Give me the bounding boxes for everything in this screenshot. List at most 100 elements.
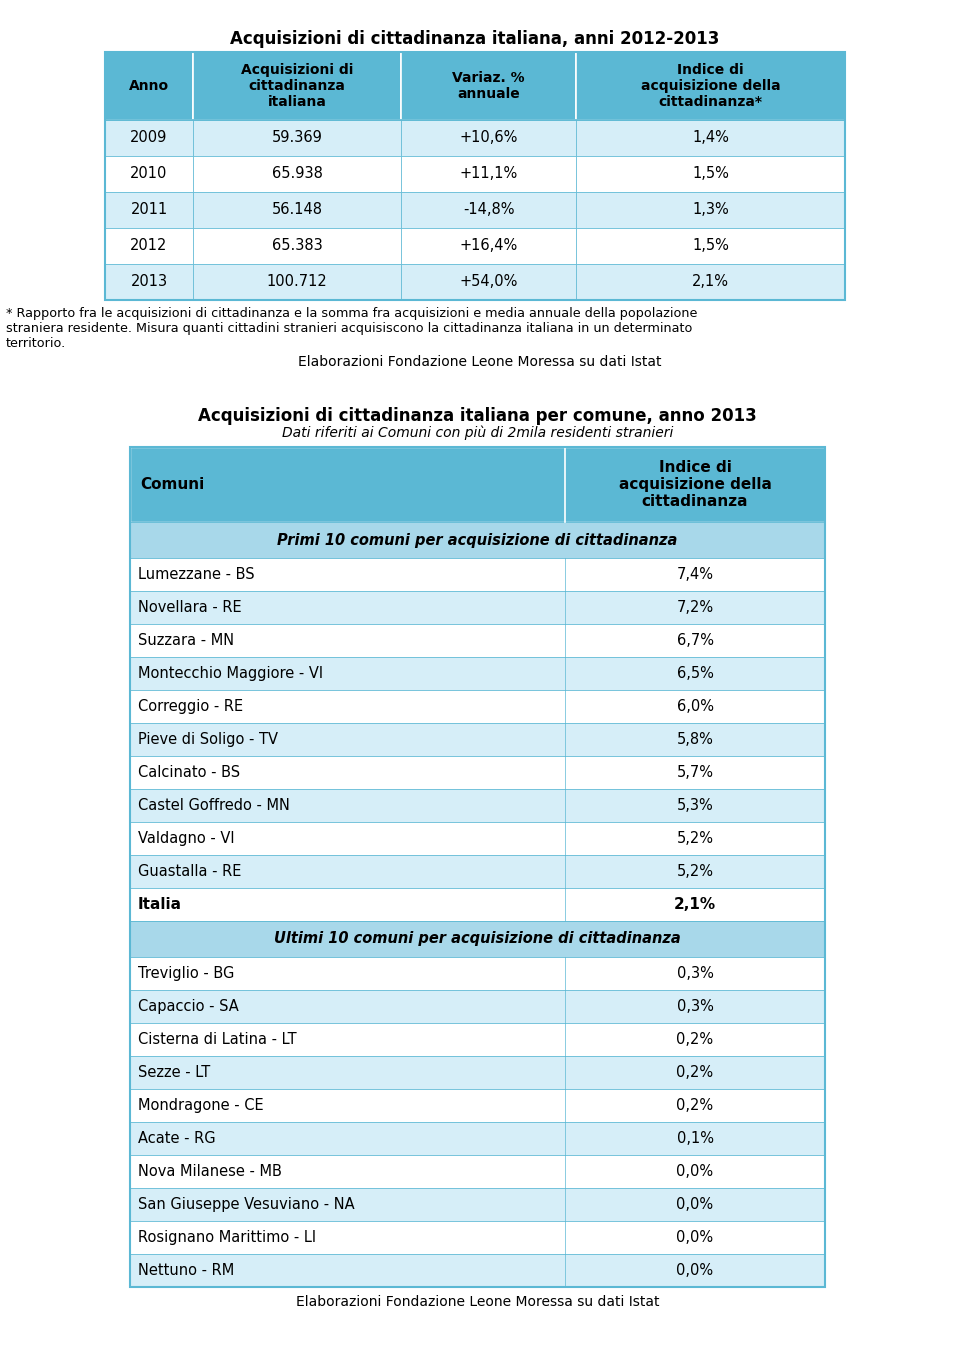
Text: 0,0%: 0,0% xyxy=(677,1230,713,1245)
Bar xyxy=(130,1023,825,1056)
Bar xyxy=(105,53,193,120)
Text: 5,3%: 5,3% xyxy=(677,799,713,813)
Text: Acate - RG: Acate - RG xyxy=(138,1130,216,1147)
Text: Anno: Anno xyxy=(129,80,169,93)
Bar xyxy=(576,53,845,120)
Text: +11,1%: +11,1% xyxy=(460,166,517,182)
Text: Dati riferiti ai Comuni con più di 2mila residenti stranieri: Dati riferiti ai Comuni con più di 2mila… xyxy=(282,426,673,441)
Text: Suzzara - MN: Suzzara - MN xyxy=(138,633,234,648)
Bar xyxy=(130,855,825,888)
Text: 6,7%: 6,7% xyxy=(677,633,713,648)
Text: 2,1%: 2,1% xyxy=(674,897,716,912)
Text: Correggio - RE: Correggio - RE xyxy=(138,699,243,714)
Text: 5,7%: 5,7% xyxy=(677,765,713,780)
Text: Lumezzane - BS: Lumezzane - BS xyxy=(138,567,254,581)
Text: 0,0%: 0,0% xyxy=(677,1197,713,1211)
Bar xyxy=(401,120,576,156)
Bar xyxy=(105,120,193,156)
Text: Acquisizioni di cittadinanza italiana, anni 2012-2013: Acquisizioni di cittadinanza italiana, a… xyxy=(230,30,720,49)
Text: 1,5%: 1,5% xyxy=(692,166,729,182)
Text: Comuni: Comuni xyxy=(140,478,204,492)
Bar xyxy=(576,264,845,299)
Text: 0,1%: 0,1% xyxy=(677,1130,713,1147)
Bar xyxy=(130,1122,825,1155)
Text: Variaz. %
annuale: Variaz. % annuale xyxy=(452,71,525,101)
Text: 1,3%: 1,3% xyxy=(692,202,729,217)
Bar xyxy=(130,1155,825,1188)
Bar xyxy=(105,228,193,264)
Text: 0,3%: 0,3% xyxy=(677,1000,713,1014)
Bar xyxy=(130,522,825,558)
Text: Nova Milanese - MB: Nova Milanese - MB xyxy=(138,1164,282,1179)
Text: Sezze - LT: Sezze - LT xyxy=(138,1064,210,1081)
Bar xyxy=(130,755,825,789)
Text: Treviglio - BG: Treviglio - BG xyxy=(138,966,234,981)
Text: Acquisizioni di cittadinanza italiana per comune, anno 2013: Acquisizioni di cittadinanza italiana pe… xyxy=(198,407,756,425)
Bar xyxy=(105,156,193,192)
Bar xyxy=(576,228,845,264)
Text: +10,6%: +10,6% xyxy=(459,131,517,146)
Bar xyxy=(193,53,401,120)
Text: +16,4%: +16,4% xyxy=(460,239,517,254)
Text: Nettuno - RM: Nettuno - RM xyxy=(138,1263,234,1278)
Bar xyxy=(130,1221,825,1255)
Text: 2013: 2013 xyxy=(131,274,168,290)
Bar xyxy=(130,558,825,591)
Bar xyxy=(576,120,845,156)
Text: Montecchio Maggiore - VI: Montecchio Maggiore - VI xyxy=(138,666,324,681)
Text: 65.383: 65.383 xyxy=(272,239,323,254)
Text: 5,2%: 5,2% xyxy=(677,863,713,880)
Text: 0,3%: 0,3% xyxy=(677,966,713,981)
Text: Cisterna di Latina - LT: Cisterna di Latina - LT xyxy=(138,1032,297,1047)
Text: Calcinato - BS: Calcinato - BS xyxy=(138,765,240,780)
Bar xyxy=(576,192,845,228)
Bar xyxy=(401,228,576,264)
Text: Indice di
acquisizione della
cittadinanza*: Indice di acquisizione della cittadinanz… xyxy=(640,63,780,109)
Text: Mondragone - CE: Mondragone - CE xyxy=(138,1098,264,1113)
Text: 0,0%: 0,0% xyxy=(677,1164,713,1179)
Text: 6,5%: 6,5% xyxy=(677,666,713,681)
Bar xyxy=(576,156,845,192)
Bar xyxy=(130,657,825,689)
Text: Elaborazioni Fondazione Leone Moressa su dati Istat: Elaborazioni Fondazione Leone Moressa su… xyxy=(296,1295,660,1309)
Text: Acquisizioni di
cittadinanza
italiana: Acquisizioni di cittadinanza italiana xyxy=(241,63,353,109)
Text: Novellara - RE: Novellara - RE xyxy=(138,600,242,615)
Bar xyxy=(130,447,825,1287)
Bar xyxy=(193,228,401,264)
Text: 2010: 2010 xyxy=(131,166,168,182)
Text: 2009: 2009 xyxy=(131,131,168,146)
Text: 2012: 2012 xyxy=(131,239,168,254)
Text: 0,0%: 0,0% xyxy=(677,1263,713,1278)
Bar xyxy=(105,264,193,299)
Bar xyxy=(401,264,576,299)
Text: Valdagno - VI: Valdagno - VI xyxy=(138,831,234,846)
Bar xyxy=(401,192,576,228)
Bar xyxy=(130,723,825,755)
Text: +54,0%: +54,0% xyxy=(459,274,517,290)
Bar xyxy=(105,192,193,228)
Text: Elaborazioni Fondazione Leone Moressa su dati Istat: Elaborazioni Fondazione Leone Moressa su… xyxy=(299,355,661,370)
Bar xyxy=(105,53,845,120)
Text: 0,2%: 0,2% xyxy=(677,1032,713,1047)
Text: 0,2%: 0,2% xyxy=(677,1064,713,1081)
Text: Capaccio - SA: Capaccio - SA xyxy=(138,1000,239,1014)
Bar xyxy=(193,156,401,192)
Bar xyxy=(130,789,825,822)
Text: 2,1%: 2,1% xyxy=(692,274,729,290)
Bar xyxy=(130,689,825,723)
Bar xyxy=(193,264,401,299)
Bar xyxy=(401,156,576,192)
Text: 6,0%: 6,0% xyxy=(677,699,713,714)
Text: 1,5%: 1,5% xyxy=(692,239,729,254)
Text: Primi 10 comuni per acquisizione di cittadinanza: Primi 10 comuni per acquisizione di citt… xyxy=(277,533,678,548)
Text: 56.148: 56.148 xyxy=(272,202,323,217)
Text: Guastalla - RE: Guastalla - RE xyxy=(138,863,241,880)
Text: 59.369: 59.369 xyxy=(272,131,323,146)
Text: Castel Goffredo - MN: Castel Goffredo - MN xyxy=(138,799,290,813)
Text: Indice di
acquisizione della
cittadinanza: Indice di acquisizione della cittadinanz… xyxy=(618,460,772,510)
Bar xyxy=(130,822,825,855)
Text: 100.712: 100.712 xyxy=(267,274,327,290)
Bar xyxy=(105,53,845,299)
Text: * Rapporto fra le acquisizioni di cittadinanza e la somma fra acquisizioni e med: * Rapporto fra le acquisizioni di cittad… xyxy=(6,308,697,349)
Bar xyxy=(130,591,825,625)
